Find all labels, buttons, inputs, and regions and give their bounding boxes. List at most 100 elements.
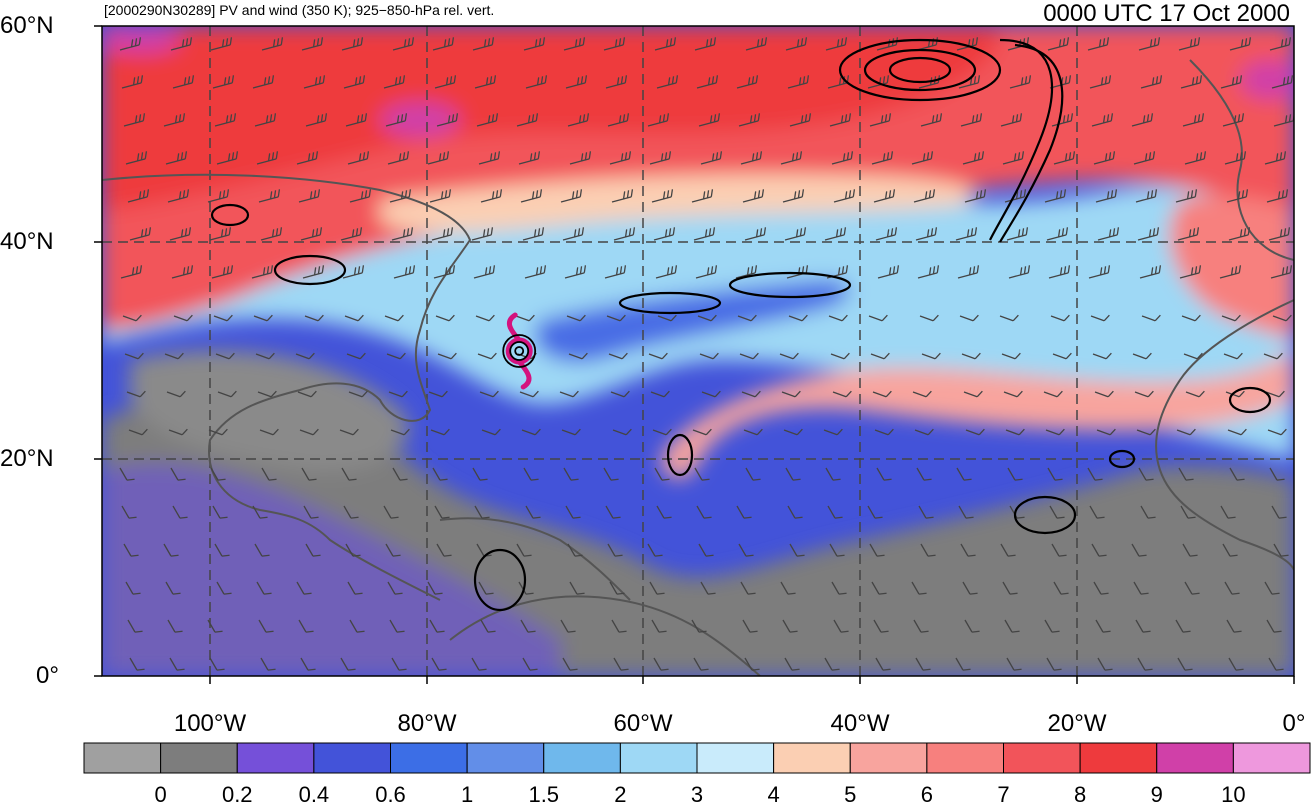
colorbar-label: 7 (997, 782, 1010, 807)
wind-barb (342, 265, 365, 279)
pv-region-peach-edge (380, 173, 976, 233)
wind-barb (301, 37, 324, 51)
wind-barb (783, 428, 803, 436)
wind-barb (473, 265, 496, 279)
wind-barb (736, 75, 759, 89)
wind-barb (608, 352, 628, 360)
colorbar-box (926, 742, 1004, 774)
colorbar-box (1156, 742, 1234, 774)
wind-barb (1227, 428, 1247, 436)
wind-barb (1220, 505, 1236, 519)
colorbar-box (1003, 742, 1081, 774)
wind-barb (876, 467, 892, 481)
wind-barb (433, 265, 456, 279)
wind-barb (958, 75, 981, 89)
wind-barb (565, 75, 588, 89)
wind-barb (1140, 505, 1156, 519)
vort-contour-12 (666, 433, 694, 477)
wind-barb (1182, 543, 1198, 557)
wind-barb (1182, 113, 1205, 127)
wind-barb (828, 314, 848, 322)
wind-barb (653, 227, 676, 241)
wind-barb (745, 467, 761, 481)
wind-barb (832, 390, 852, 398)
wind-barb (964, 189, 987, 203)
wind-barb (919, 314, 939, 322)
wind-barb (742, 619, 758, 633)
wind-barb (383, 505, 399, 519)
wind-barb (391, 657, 407, 671)
wind-barb (740, 151, 763, 165)
wind-barb (1004, 619, 1020, 633)
vort-contour-8 (618, 291, 722, 315)
wind-barb (427, 151, 450, 165)
wind-barb (871, 151, 894, 165)
pv-spot-magenta-3 (1240, 60, 1294, 100)
wind-barb (434, 75, 457, 89)
vort-contour-10 (1013, 495, 1077, 535)
wind-barb (963, 390, 983, 398)
wind-barb (654, 467, 670, 481)
wind-barb (831, 581, 847, 595)
wind-barb (564, 265, 587, 279)
wind-barb (695, 265, 718, 279)
wind-barb (737, 314, 757, 322)
wind-barb (1131, 113, 1154, 127)
wind-barb (349, 189, 372, 203)
wind-barb (339, 428, 359, 436)
wind-barb (478, 151, 501, 165)
wind-barb (651, 619, 667, 633)
wind-barb (780, 581, 796, 595)
wind-barb (789, 113, 812, 127)
wind-barb (305, 543, 321, 557)
wind-barb (258, 619, 274, 633)
wind-barb (1268, 657, 1284, 671)
wind-barb (1002, 151, 1025, 165)
wind-barb (1177, 227, 1200, 241)
wind-barb (253, 314, 273, 322)
wind-barb (605, 75, 628, 89)
wind-barb (343, 505, 359, 519)
colorbar-label: 6 (920, 782, 933, 807)
wind-barb (166, 390, 186, 398)
wind-barb (1175, 189, 1198, 203)
wind-barb (123, 113, 146, 127)
coast-north-america (102, 173, 472, 601)
wind-barb (384, 314, 404, 322)
wind-barb (789, 543, 805, 557)
wind-barb (567, 543, 583, 557)
wind-barb (524, 265, 547, 279)
wind-barb (1178, 467, 1194, 481)
wind-barb (603, 37, 626, 51)
wind-barb (258, 189, 281, 203)
wind-barb (347, 581, 363, 595)
wind-barb (127, 189, 150, 203)
wind-barb (649, 581, 665, 595)
wind-barb (957, 265, 980, 279)
wind-barb (348, 390, 368, 398)
wind-barb (1137, 227, 1160, 241)
wind-barb (125, 581, 141, 595)
wind-barb (1265, 390, 1285, 398)
wind-barb (1048, 265, 1071, 279)
wind-barb (474, 505, 490, 519)
wind-barb (301, 467, 317, 481)
wind-barb (785, 37, 808, 51)
coast-caribbean (439, 517, 631, 601)
wind-barb (1137, 657, 1153, 671)
wind-barb (958, 505, 974, 519)
wind-barb (172, 75, 195, 89)
wind-barb (525, 75, 548, 89)
wind-barb (913, 619, 929, 633)
wind-barb (1136, 428, 1156, 436)
wind-barb (562, 227, 585, 241)
lat-label-60n: 60°N (0, 12, 54, 39)
coast-africa (1155, 299, 1294, 571)
wind-barb (1089, 505, 1105, 519)
wind-barb (296, 151, 319, 165)
wind-barb (1222, 543, 1238, 557)
map-frame (101, 25, 1295, 677)
wind-barb (1135, 619, 1151, 633)
wind-barb (825, 467, 841, 481)
wind-barb (471, 657, 487, 671)
